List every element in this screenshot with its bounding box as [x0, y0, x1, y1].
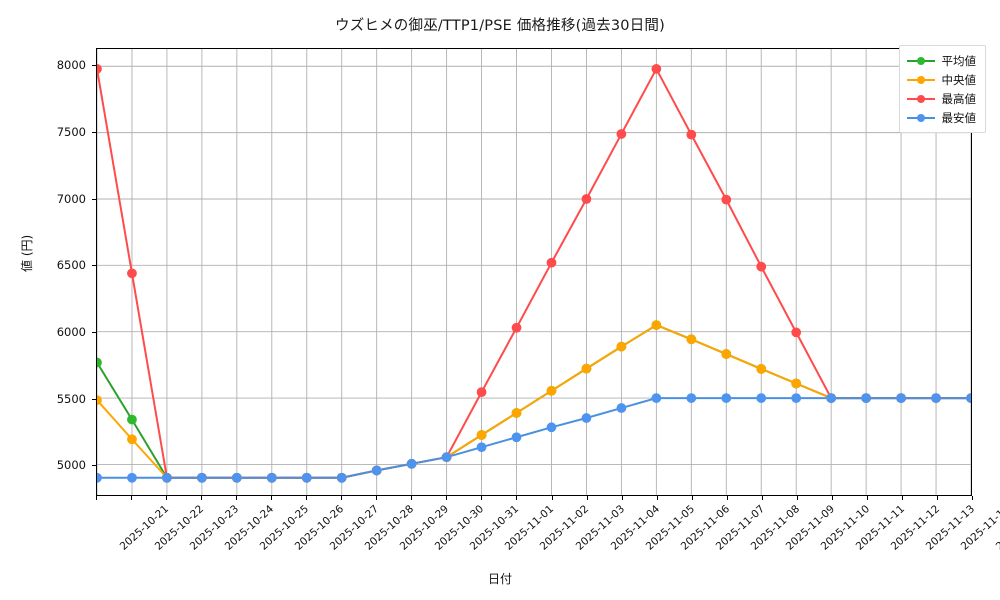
x-tick-mark	[551, 496, 553, 500]
legend-marker-dot	[916, 75, 925, 84]
y-tick-mark	[92, 332, 96, 333]
y-tick-label: 7500	[56, 125, 86, 139]
legend-item-2[interactable]: 中央値	[906, 70, 977, 89]
x-tick-mark	[166, 496, 168, 500]
legend-label: 平均値	[941, 53, 977, 68]
x-tick-mark	[201, 496, 203, 500]
x-tick-mark	[691, 496, 693, 500]
x-tick-mark	[866, 496, 868, 500]
y-tick-mark	[92, 198, 96, 200]
legend-swatch-icon	[906, 112, 935, 124]
legend-item-1[interactable]: 平均値	[906, 51, 977, 70]
x-tick-mark	[376, 496, 378, 500]
y-tick-label: 5500	[56, 391, 86, 406]
legend-swatch-icon	[906, 93, 935, 105]
x-tick-mark	[621, 496, 623, 500]
x-tick-mark	[96, 496, 97, 500]
x-tick-mark	[411, 496, 413, 500]
x-tick-mark	[131, 496, 133, 500]
legend-item-3[interactable]: 最高値	[906, 89, 977, 108]
x-tick-mark	[516, 496, 518, 500]
y-tick-mark	[92, 398, 96, 400]
x-tick-mark	[936, 496, 938, 500]
legend-marker-dot	[916, 56, 925, 65]
x-tick-mark	[271, 496, 273, 500]
y-tick-label: 7000	[56, 191, 86, 206]
x-tick-mark	[761, 496, 763, 500]
y-tick-mark	[92, 265, 96, 267]
x-tick-mark	[446, 496, 448, 500]
y-tick-mark	[92, 465, 96, 467]
y-tick-label: 6000	[56, 325, 86, 339]
x-tick-mark	[831, 496, 833, 500]
x-tick-mark	[236, 496, 238, 500]
y-tick-label: 6500	[56, 258, 86, 273]
legend-label: 最安値	[941, 110, 977, 125]
x-axis-label: 日付	[487, 572, 512, 586]
x-tick-mark	[481, 496, 483, 500]
chart-title: ウズヒメの御巫/TTP1/PSE 価格推移(過去30日間)	[335, 18, 665, 34]
x-tick-mark	[901, 496, 903, 500]
legend-label: 中央値	[941, 72, 977, 87]
x-tick-mark	[341, 496, 343, 500]
legend-marker-dot	[916, 113, 925, 122]
x-tick-mark	[796, 496, 798, 500]
x-tick-mark	[656, 496, 658, 500]
x-tick-mark	[726, 496, 728, 500]
data-series-layer	[97, 64, 971, 483]
legend-label: 最高値	[941, 91, 977, 106]
legend-swatch-icon	[906, 74, 935, 86]
legend-item-4[interactable]: 最安値	[906, 108, 977, 127]
chart-legend: 平均値中央値最高値最安値	[898, 45, 986, 133]
y-tick-label: 5000	[56, 458, 86, 473]
plot-area	[96, 48, 972, 496]
y-tick-label: 8000	[56, 58, 86, 73]
legend-marker-dot	[916, 94, 925, 103]
x-tick-mark	[586, 496, 588, 500]
x-tick-mark	[972, 496, 973, 500]
x-tick-mark	[306, 496, 308, 500]
legend-swatch-icon	[906, 55, 935, 67]
y-tick-mark	[92, 132, 96, 133]
y-tick-mark	[92, 65, 96, 67]
